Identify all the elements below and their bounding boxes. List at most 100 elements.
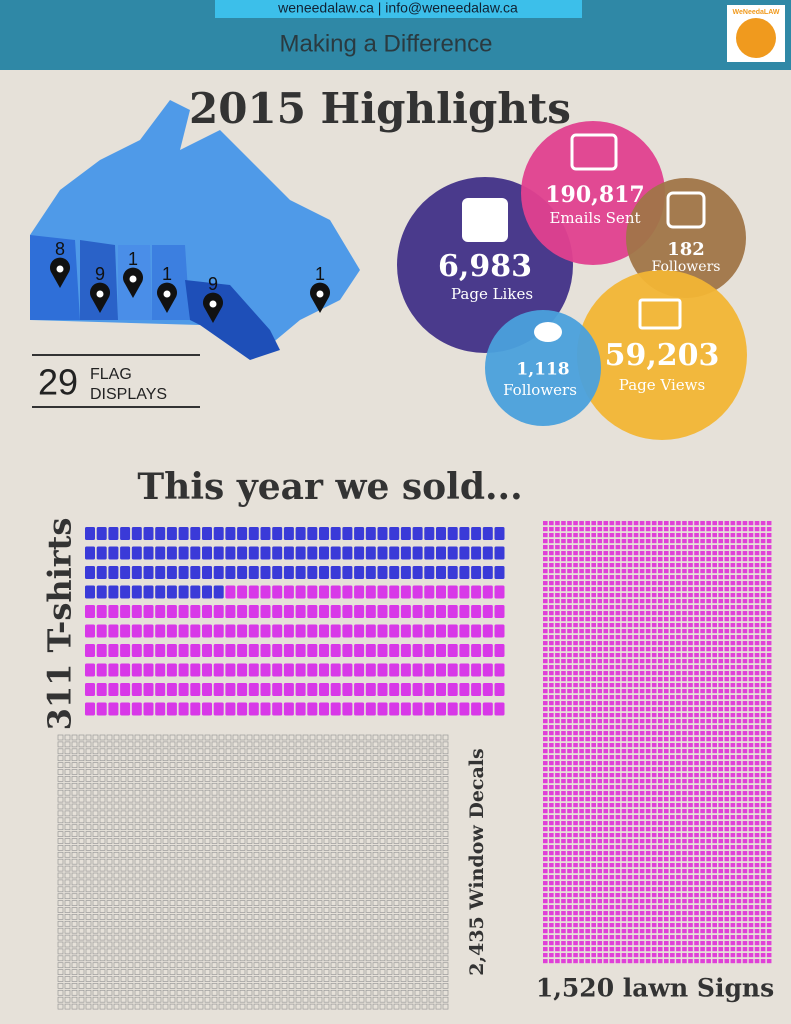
decal-icon <box>71 769 78 775</box>
decal-icon <box>141 969 148 975</box>
sign-icon <box>579 857 584 862</box>
tshirt-icon <box>155 663 166 677</box>
sign-icon <box>555 869 560 874</box>
sign-icon <box>615 593 621 598</box>
decal-icon <box>190 782 197 789</box>
sign-icon <box>700 557 705 562</box>
decal-icon <box>155 969 162 975</box>
sign-icon <box>615 581 621 586</box>
sign-icon <box>754 851 760 856</box>
sign-icon <box>742 701 748 706</box>
sign-icon <box>657 533 663 538</box>
sign-icon <box>760 659 766 664</box>
sign-icon <box>748 881 754 886</box>
sign-icon <box>585 707 590 712</box>
sign-icon <box>627 599 633 604</box>
sign-icon <box>724 731 730 736</box>
sign-icon <box>555 635 560 640</box>
tshirt-icon <box>96 702 107 716</box>
decal-icon <box>211 872 218 879</box>
sign-icon <box>700 731 705 736</box>
sign-icon <box>682 851 687 856</box>
sign-icon <box>549 851 554 856</box>
sign-icon <box>597 659 603 664</box>
decal-icon <box>337 907 344 913</box>
decal-icon <box>365 927 372 934</box>
sign-icon <box>561 665 566 670</box>
sign-icon <box>706 815 711 820</box>
sign-icon <box>567 701 572 706</box>
sign-icon <box>645 851 651 856</box>
decal-icon <box>218 845 225 851</box>
decal-icon <box>358 858 365 865</box>
decal-icon <box>183 969 190 975</box>
decal-icon <box>295 789 302 796</box>
sign-icon <box>627 857 633 862</box>
sign-icon <box>639 677 645 682</box>
sign-icon <box>591 581 596 586</box>
decal-icon <box>134 955 141 962</box>
sign-icon <box>766 791 772 796</box>
sign-icon <box>700 791 705 796</box>
decal-icon <box>239 996 246 1003</box>
sign-icon <box>754 773 760 778</box>
sign-icon <box>682 845 687 850</box>
sign-icon <box>543 635 548 640</box>
decal-icon <box>127 962 134 969</box>
decal-icon <box>225 996 232 1003</box>
sign-icon <box>597 815 603 820</box>
sign-icon <box>639 575 645 580</box>
decal-icon <box>71 734 78 741</box>
decal-icon <box>379 796 386 803</box>
sign-icon <box>676 737 681 742</box>
sign-icon <box>543 719 548 724</box>
tshirt-icon <box>459 663 470 677</box>
decal-icon <box>309 914 316 920</box>
sign-icon <box>688 653 693 658</box>
sign-icon <box>579 641 584 646</box>
sign-icon <box>736 809 742 814</box>
sign-icon <box>609 527 615 532</box>
decal-icon <box>246 838 253 844</box>
decal-icon <box>197 948 204 955</box>
sign-icon <box>694 599 699 604</box>
sign-icon <box>555 863 560 868</box>
sign-icon <box>736 581 742 586</box>
sign-icon <box>657 629 663 634</box>
decal-icon <box>78 969 85 975</box>
decal-icon <box>365 914 372 920</box>
sign-icon <box>645 839 651 844</box>
sign-icon <box>621 839 627 844</box>
sign-icon <box>639 551 645 556</box>
sign-icon <box>633 569 639 574</box>
decal-icon <box>190 796 197 803</box>
decal-icon <box>71 989 78 996</box>
tshirt-icon <box>190 644 201 657</box>
decal-icon <box>435 886 442 893</box>
decal-icon <box>204 941 211 948</box>
decal-icon <box>421 900 428 906</box>
sign-icon <box>664 647 669 652</box>
decal-icon <box>225 824 232 831</box>
decal-icon <box>169 865 176 872</box>
decal-icon <box>365 803 372 810</box>
sign-icon <box>561 533 566 538</box>
tshirt-icon <box>272 683 283 696</box>
sign-icon <box>718 701 724 706</box>
sign-icon <box>664 545 669 550</box>
decal-icon <box>379 886 386 893</box>
decal-icon <box>64 755 71 762</box>
decal-icon <box>190 824 197 831</box>
sign-icon <box>585 563 590 568</box>
decal-icon <box>414 955 421 962</box>
decal-icon <box>309 1003 316 1010</box>
decal-icon <box>386 962 393 969</box>
sign-icon <box>603 815 609 820</box>
decal-icon <box>92 817 99 824</box>
decal-icon <box>351 817 358 824</box>
sign-icon <box>724 563 730 568</box>
sign-icon <box>657 527 663 532</box>
decal-icon <box>400 1003 407 1010</box>
decal-icon <box>92 845 99 851</box>
tshirt-icon <box>447 624 458 638</box>
